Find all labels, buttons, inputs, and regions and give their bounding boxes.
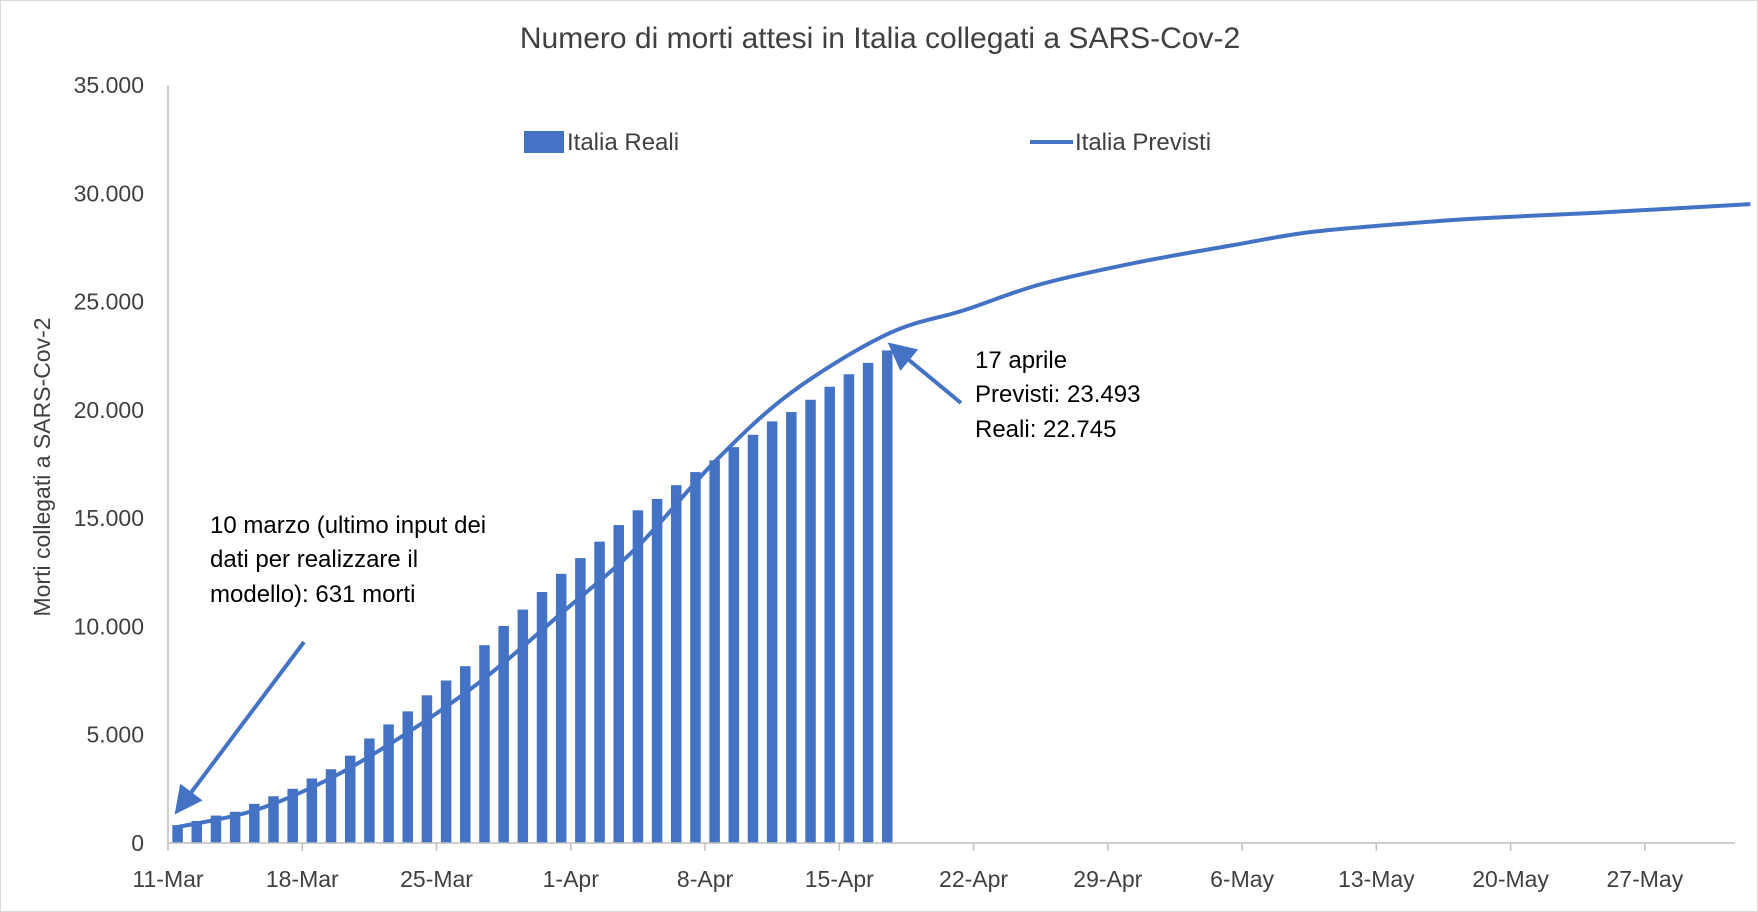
x-tick-label: 22-Apr [939,866,1008,892]
bar [498,625,509,843]
bar [306,778,318,843]
y-tick-label: 25.000 [74,289,144,315]
y-tick-label: 30.000 [74,180,144,206]
x-tick-label: 1-Apr [543,866,600,892]
bar [632,510,644,843]
bar [805,399,816,843]
bar [344,755,356,843]
bar [268,796,279,843]
bar [210,815,222,843]
bar [517,609,529,843]
bar [594,541,605,843]
bar [440,680,452,843]
bar [172,825,183,843]
y-axis-title: Morti collegati a SARS-Cov-2 [29,317,55,616]
axes [167,85,1735,851]
x-tick-label: 29-Apr [1073,866,1142,892]
annotation-april-17-line-1: 17 aprile [975,347,1067,374]
bar [786,412,797,843]
annotation-april-17-line-3: Reali: 22.745 [975,416,1116,443]
annotation-march-10-arrow [174,640,306,815]
bar [287,788,298,843]
bar-series-italia-reali [172,350,893,843]
bar [555,573,567,843]
x-tick-label: 18-Mar [266,866,339,892]
y-tick-label: 20.000 [74,397,144,423]
bar [824,386,835,843]
bar [536,591,548,843]
x-tick-labels: 11-Mar 18-Mar 25-Mar 1-Apr 8-Apr 15-Apr 22-Apr… [132,866,1683,892]
annotation-march-10-line-1: 10 marzo (ultimo input dei [210,512,486,539]
x-tick-label: 6-May [1210,866,1274,892]
bar [728,447,740,843]
bar [671,485,682,843]
y-tick-label: 5.000 [86,722,144,748]
chart-title: Numero di morti attesi in Italia collega… [520,22,1240,55]
bar [766,421,778,843]
bar [690,472,701,843]
x-tick-label: 11-Mar [132,866,203,892]
bar [402,711,413,843]
y-tick-label: 0 [131,830,144,856]
bar [709,460,720,843]
line-path [177,202,1751,829]
bar [575,558,586,843]
bar [191,820,203,843]
bar [882,350,893,843]
y-tick-labels: 0 5.000 10.000 15.000 20.000 25.000 30.000 35.0… [74,72,144,856]
legend-swatch-italia-reali [524,131,564,153]
x-tick-label: 20-May [1472,866,1549,892]
y-tick-label: 10.000 [74,613,144,639]
bar [613,525,624,843]
bar [460,666,471,843]
x-tick-label: 27-May [1607,866,1684,892]
x-tick-label: 25-Mar [400,866,473,892]
y-tick-label: 15.000 [74,505,144,531]
bar [843,374,855,843]
line-series-italia-previsti [177,202,1751,829]
annotation-march-10-line-2: dati per realizzare il [210,546,418,573]
y-tick-label: 35.000 [74,72,144,98]
x-tick-label: 15-Apr [805,866,874,892]
bar [862,362,874,843]
annotation-march-10-line-3: modello): 631 morti [210,581,415,608]
legend: Italia Reali Italia Previsti [524,129,1211,156]
legend-label-italia-reali: Italia Reali [567,129,679,156]
bar [364,738,375,843]
legend-label-italia-previsti: Italia Previsti [1075,129,1211,156]
bar [383,724,394,843]
annotation-april-17: 17 aprile Previsti: 23.493 Reali: 22.745 [887,342,1140,443]
annotation-march-10: 10 marzo (ultimo input dei dati per real… [174,512,486,815]
x-tick-label: 8-Apr [677,866,734,892]
bar [249,803,260,843]
x-tick-label: 13-May [1338,866,1415,892]
annotation-april-17-arrow [887,342,963,405]
bar [421,695,433,843]
annotation-april-17-line-2: Previsti: 23.493 [975,381,1140,408]
bar [229,811,241,843]
bar [325,769,337,843]
bar [747,434,759,843]
bar [479,645,490,843]
bar [651,498,663,843]
